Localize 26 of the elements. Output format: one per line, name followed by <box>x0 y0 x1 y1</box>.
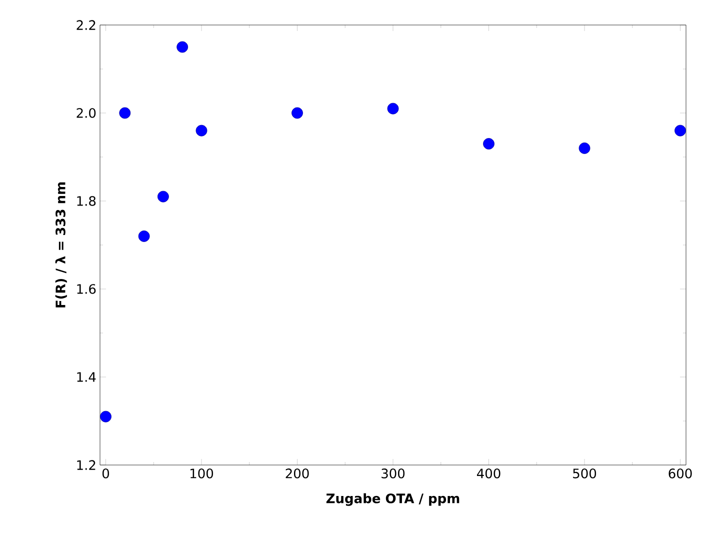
point <box>196 124 208 136</box>
y-tick-label: 2.2 <box>76 20 96 30</box>
x-axis-title: Zugabe OTA / ppm <box>326 493 460 506</box>
x-tick-label: 200 <box>286 468 309 478</box>
point <box>119 107 131 119</box>
point <box>138 230 150 242</box>
x-tick-label: 400 <box>476 468 500 478</box>
y-tick-label: 1.2 <box>77 460 96 470</box>
x-tick-label: 0 <box>102 468 110 478</box>
point <box>483 138 494 150</box>
point <box>158 190 169 202</box>
x-tick-label: 100 <box>190 468 214 478</box>
y-axis-title: F(R) / λ = 333 nm <box>55 182 67 308</box>
point <box>100 410 112 422</box>
point <box>387 102 399 114</box>
x-tick-label: 300 <box>382 468 405 478</box>
point <box>674 124 686 136</box>
point <box>176 41 188 53</box>
y-tick-label: 1.6 <box>77 284 96 294</box>
x-tick-label: 600 <box>668 468 692 478</box>
point <box>292 107 303 119</box>
point <box>578 142 590 154</box>
y-tick-label: 1.8 <box>77 196 96 206</box>
x-tick-label: 500 <box>573 468 596 478</box>
y-tick-label: 2.0 <box>76 108 96 118</box>
y-tick-label: 1.4 <box>77 372 96 382</box>
